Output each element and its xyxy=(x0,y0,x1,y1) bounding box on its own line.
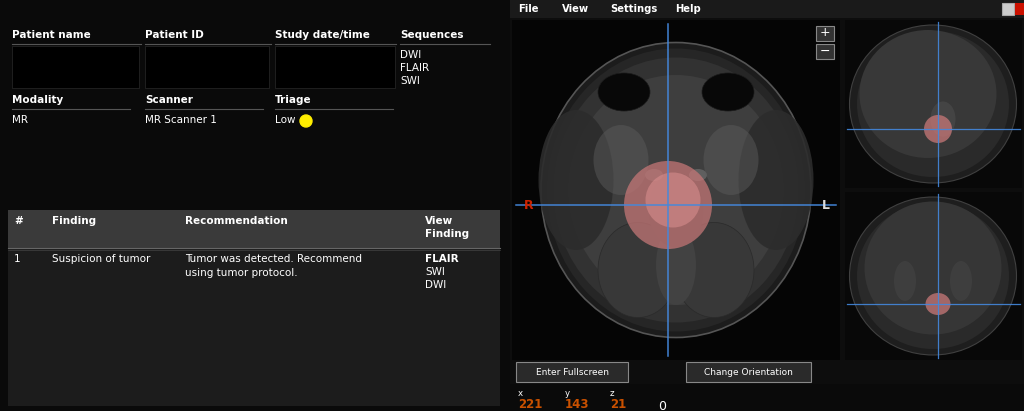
Text: SWI: SWI xyxy=(400,76,420,86)
Ellipse shape xyxy=(674,222,754,318)
Ellipse shape xyxy=(950,261,972,301)
Text: Low: Low xyxy=(275,115,296,125)
Ellipse shape xyxy=(645,169,663,181)
Text: y: y xyxy=(565,389,570,398)
Ellipse shape xyxy=(864,201,1001,335)
Text: DWI: DWI xyxy=(400,50,421,60)
Bar xyxy=(510,0,1024,18)
Text: Change Orientation: Change Orientation xyxy=(703,367,793,376)
Ellipse shape xyxy=(859,30,996,158)
Ellipse shape xyxy=(541,42,811,337)
Text: FLAIR: FLAIR xyxy=(425,254,459,264)
Text: Triage: Triage xyxy=(275,95,311,105)
Text: DWI: DWI xyxy=(425,280,446,290)
Bar xyxy=(0,0,510,411)
Ellipse shape xyxy=(926,293,950,315)
Text: MR: MR xyxy=(12,115,28,125)
Text: Scanner: Scanner xyxy=(145,95,193,105)
Bar xyxy=(8,210,500,248)
Text: FLAIR: FLAIR xyxy=(400,63,429,73)
Text: Finding: Finding xyxy=(52,216,96,226)
Text: Modality: Modality xyxy=(12,95,63,105)
Bar xyxy=(1015,3,1024,15)
Bar xyxy=(686,362,811,382)
Ellipse shape xyxy=(850,197,1017,355)
Text: L: L xyxy=(822,199,830,212)
Text: #: # xyxy=(14,216,23,226)
Text: +: + xyxy=(819,26,830,39)
Text: Patient ID: Patient ID xyxy=(145,30,204,40)
Ellipse shape xyxy=(857,203,1009,349)
Ellipse shape xyxy=(931,102,955,136)
Text: Suspicion of tumor: Suspicion of tumor xyxy=(52,254,151,264)
Text: 221: 221 xyxy=(518,398,543,411)
Bar xyxy=(1002,3,1014,15)
Text: MR Scanner 1: MR Scanner 1 xyxy=(145,115,217,125)
Text: Study date/time: Study date/time xyxy=(275,30,370,40)
Text: 21: 21 xyxy=(610,398,627,411)
Text: Recommendation: Recommendation xyxy=(185,216,288,226)
Text: View
Finding: View Finding xyxy=(425,216,469,239)
Text: File: File xyxy=(518,4,539,14)
Text: Help: Help xyxy=(675,4,700,14)
Bar xyxy=(845,20,1022,188)
Ellipse shape xyxy=(924,115,952,143)
Ellipse shape xyxy=(656,225,696,305)
Bar xyxy=(510,384,1024,411)
Ellipse shape xyxy=(554,58,799,323)
Circle shape xyxy=(300,115,312,127)
Bar xyxy=(8,210,500,406)
Text: R: R xyxy=(524,199,534,212)
Ellipse shape xyxy=(738,110,813,250)
Text: Sequences: Sequences xyxy=(400,30,464,40)
Ellipse shape xyxy=(850,25,1017,183)
Ellipse shape xyxy=(568,75,783,305)
Bar xyxy=(510,0,1024,411)
Ellipse shape xyxy=(894,261,916,301)
Text: SWI: SWI xyxy=(425,267,444,277)
Bar xyxy=(816,26,834,41)
Bar xyxy=(516,362,628,382)
Text: Enter Fullscreen: Enter Fullscreen xyxy=(536,367,608,376)
Text: View: View xyxy=(562,4,589,14)
Ellipse shape xyxy=(703,125,759,195)
Bar xyxy=(845,192,1022,360)
Text: Settings: Settings xyxy=(610,4,657,14)
Ellipse shape xyxy=(645,173,700,228)
Bar xyxy=(12,46,139,88)
Text: Patient name: Patient name xyxy=(12,30,91,40)
Text: 0: 0 xyxy=(658,400,666,411)
Ellipse shape xyxy=(539,110,613,250)
Bar xyxy=(145,46,269,88)
Ellipse shape xyxy=(648,173,703,247)
Ellipse shape xyxy=(547,48,805,332)
Text: z: z xyxy=(610,389,614,398)
Text: 1: 1 xyxy=(14,254,20,264)
Ellipse shape xyxy=(857,31,1009,177)
Text: Tumor was detected. Recommend
using tumor protocol.: Tumor was detected. Recommend using tumo… xyxy=(185,254,362,278)
Bar xyxy=(512,20,840,360)
Text: x: x xyxy=(518,389,523,398)
Ellipse shape xyxy=(598,222,678,318)
Text: 143: 143 xyxy=(565,398,590,411)
Bar xyxy=(816,44,834,59)
Bar xyxy=(275,46,395,88)
Ellipse shape xyxy=(702,73,754,111)
Ellipse shape xyxy=(624,161,712,249)
Ellipse shape xyxy=(598,73,650,111)
Ellipse shape xyxy=(689,169,707,181)
Text: −: − xyxy=(820,44,830,58)
Ellipse shape xyxy=(594,125,648,195)
